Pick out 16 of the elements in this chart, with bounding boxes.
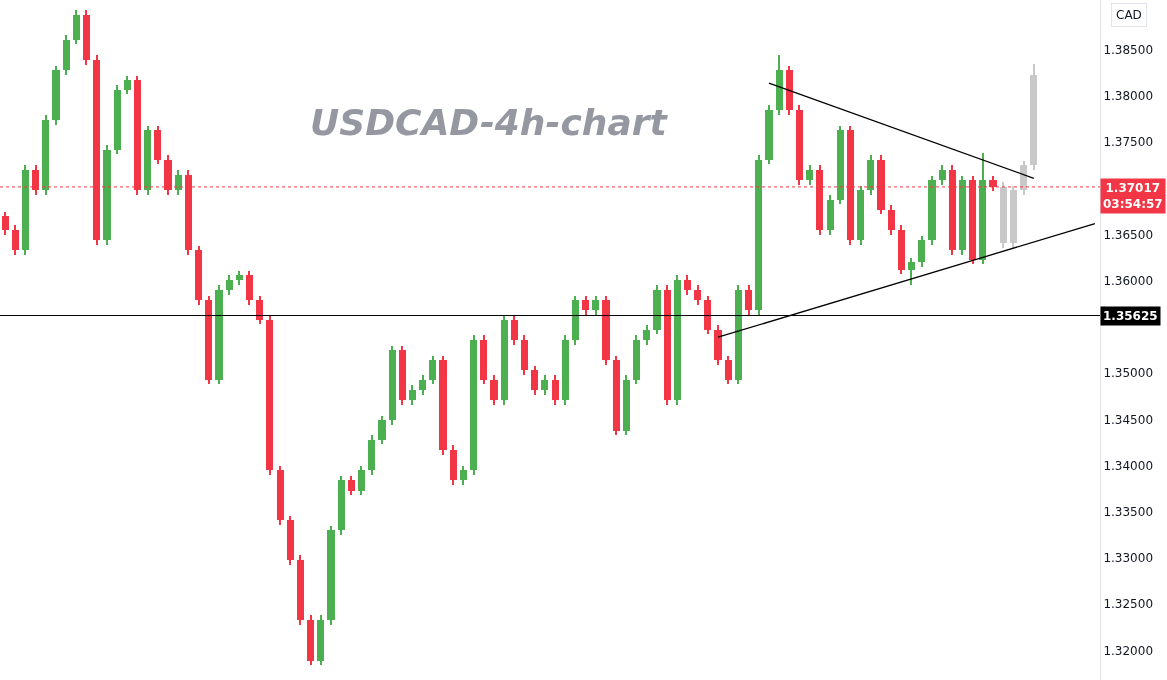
y-tick-label: 1.32000 (1103, 643, 1154, 658)
ref-line-label: 1.35625 (1103, 309, 1158, 323)
y-tick-label: 1.38500 (1103, 43, 1154, 58)
y-tick-label: 1.34500 (1103, 412, 1154, 427)
y-tick-label: 1.34000 (1103, 458, 1154, 473)
y-tick-label: 1.38000 (1103, 89, 1154, 104)
text: USDCAD-4h-chart (310, 101, 669, 143)
y-tick-label: 1.35000 (1103, 366, 1154, 381)
y-tick-label: 1.36000 (1103, 274, 1154, 289)
y-tick-label: 1.37500 (1103, 135, 1154, 150)
y-tick-label: 1.33500 (1103, 505, 1154, 520)
ref-line-label: 1.37017 03:54:57 (1103, 181, 1163, 211)
y-tick-label: 1.32500 (1103, 597, 1154, 612)
y-tick-label: 1.33000 (1103, 551, 1154, 566)
text: CAD (1116, 8, 1142, 22)
y-tick-label: 1.36500 (1103, 227, 1154, 242)
